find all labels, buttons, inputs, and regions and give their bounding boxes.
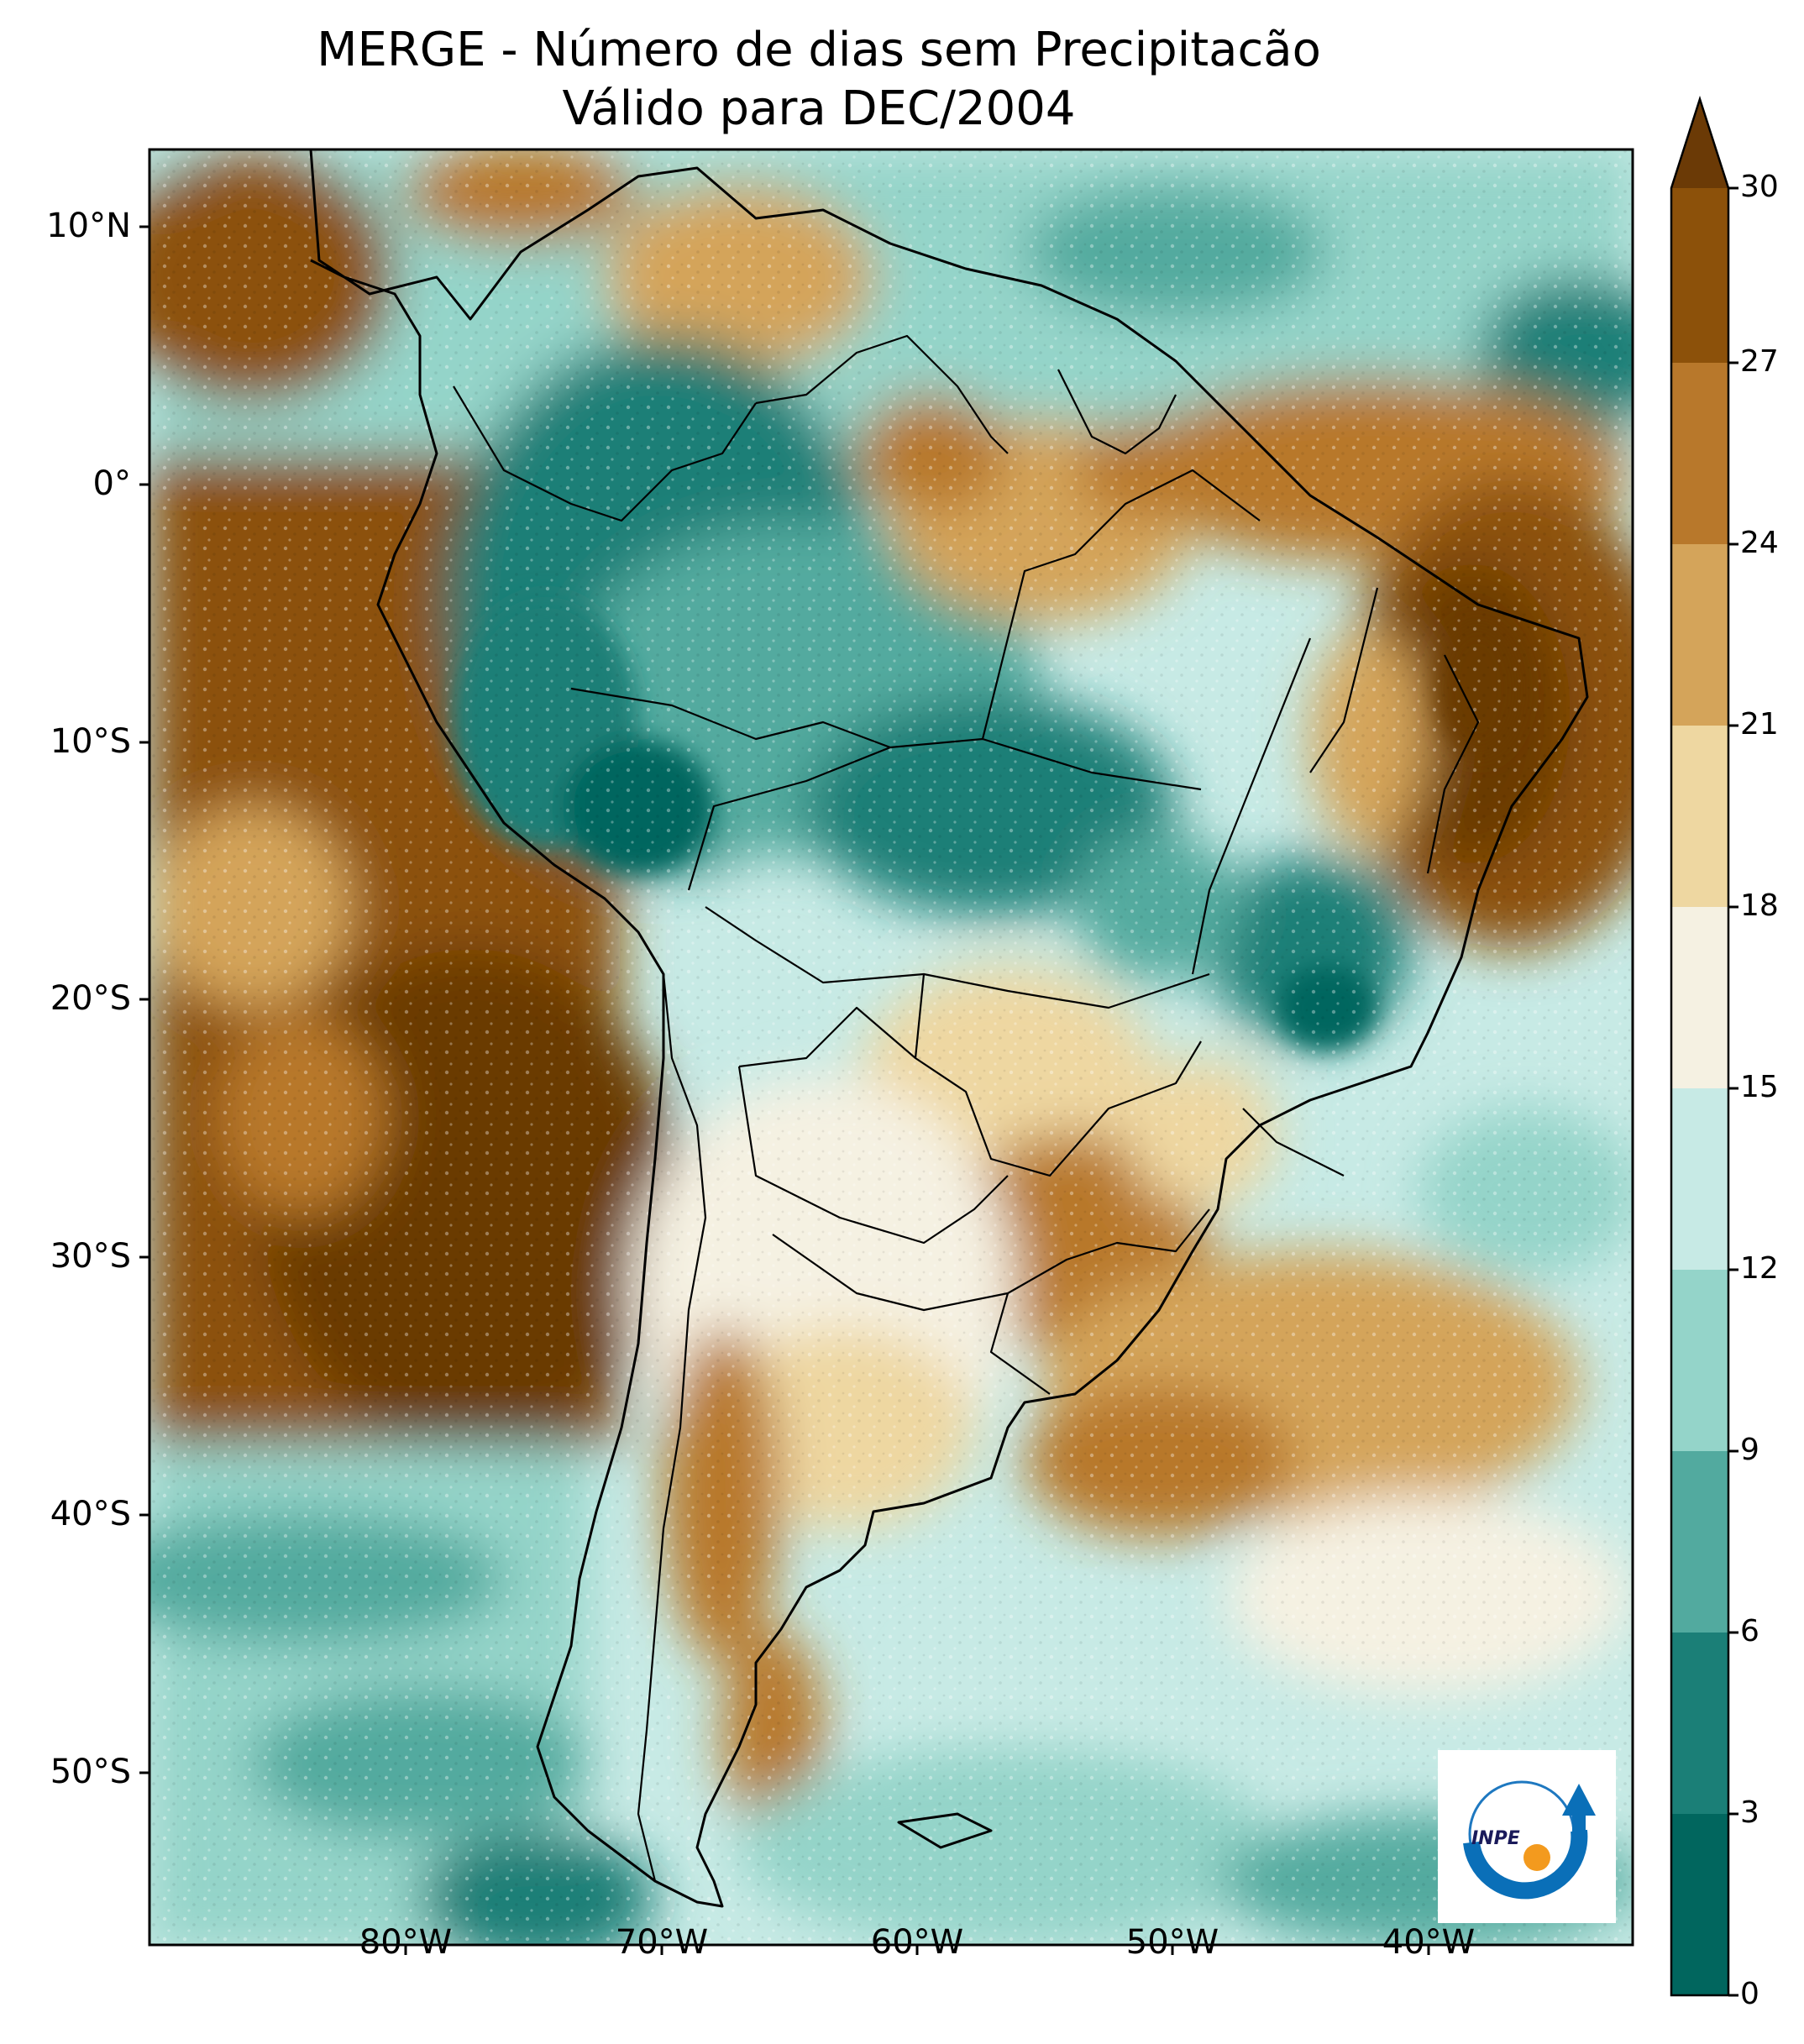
lat-ticks	[139, 225, 149, 1774]
colorbar-segment	[1671, 1633, 1728, 1814]
colorbar-label-0: 0	[1740, 1977, 1759, 2011]
lon-label-40w: 40°W	[1382, 1923, 1476, 1962]
lat-label-50s: 50°S	[50, 1753, 131, 1791]
country-borders	[453, 334, 1480, 1882]
precipitation-field	[149, 149, 1633, 1945]
logo-text: INPE	[1471, 1828, 1520, 1849]
lon-label-50w: 50°W	[1125, 1923, 1219, 1962]
colorbar-label-3: 3	[1740, 1795, 1759, 1830]
lon-label-60w: 60°W	[870, 1923, 964, 1962]
colorbar-label-12: 12	[1740, 1251, 1779, 1286]
colorbar-label-18: 18	[1740, 888, 1779, 923]
colorbar-label-21: 21	[1740, 707, 1779, 742]
colorbar-label-9: 9	[1740, 1433, 1759, 1467]
colorbar-label-24: 24	[1740, 526, 1779, 560]
lon-label-80w: 80°W	[359, 1923, 453, 1962]
colorbar-segment	[1671, 1270, 1728, 1451]
lat-label-0: 0°	[92, 464, 131, 503]
lat-label-10s: 10°S	[50, 722, 131, 761]
map-subtitle: Válido para DEC/2004	[562, 81, 1076, 136]
lat-label-40s: 40°S	[50, 1495, 131, 1533]
lat-label-30s: 30°S	[50, 1237, 131, 1276]
colorbar-segment	[1671, 363, 1728, 544]
colorbar-segment	[1671, 99, 1728, 188]
colorbar	[1670, 95, 1738, 1997]
colorbar-segment	[1671, 1814, 1728, 1995]
lon-label-70w: 70°W	[615, 1923, 709, 1962]
colorbar-label-27: 27	[1740, 344, 1779, 379]
lon-ticks	[404, 1945, 1430, 1955]
colorbar-segment	[1671, 188, 1728, 363]
lat-label-20s: 20°S	[50, 979, 131, 1018]
colorbar-label-30: 30	[1740, 170, 1779, 204]
colorbar-label-15: 15	[1740, 1070, 1779, 1104]
colorbar-segment	[1671, 1088, 1728, 1270]
colorbar-segment	[1671, 726, 1728, 907]
colorbar-label-6: 6	[1740, 1614, 1759, 1648]
map-title: MERGE - Número de dias sem Precipitacão	[317, 23, 1321, 77]
colorbar-segment	[1671, 907, 1728, 1088]
colorbar-segment	[1671, 544, 1728, 726]
colorbar-segment	[1671, 1451, 1728, 1633]
inpe-logo: INPE	[1438, 1750, 1616, 1923]
lat-label-10n: 10°N	[46, 207, 131, 245]
map-frame	[148, 148, 1634, 1947]
